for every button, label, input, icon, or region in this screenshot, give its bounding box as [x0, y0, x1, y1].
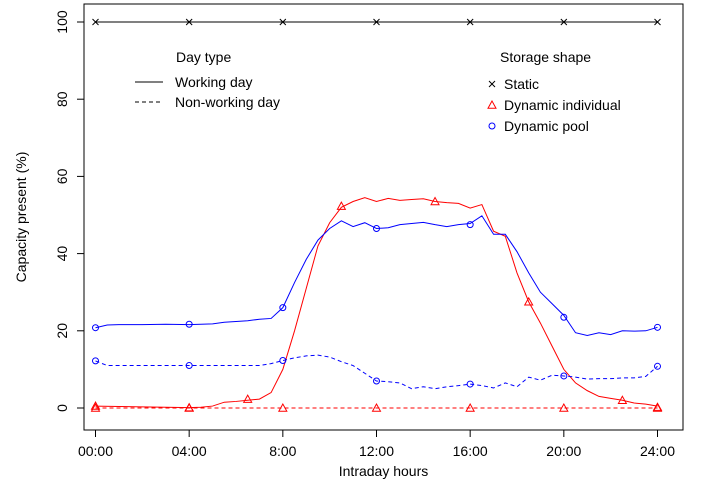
data-point: [184, 402, 195, 412]
data-point: [92, 18, 99, 26]
legend-cross-icon: [488, 80, 496, 88]
legend-label-storage-shape: Dynamic individual: [504, 97, 621, 113]
x-tick-label: 24:00: [640, 443, 675, 459]
y-tick-label: 20: [54, 323, 70, 339]
data-point: [92, 357, 99, 365]
data-point: [185, 320, 193, 328]
data-point: [242, 394, 253, 403]
series-line: [95, 215, 658, 336]
legend-label-day-type: Working day: [175, 74, 253, 90]
data-point: [279, 357, 287, 365]
data-point: [560, 18, 568, 26]
data-point: [279, 304, 287, 312]
x-tick-label: 04:00: [172, 443, 207, 459]
legend-label-storage-shape: Dynamic pool: [504, 118, 589, 134]
data-point: [466, 18, 474, 26]
data-point: [523, 296, 534, 306]
data-point: [373, 225, 380, 233]
data-point-stroke: [185, 18, 193, 26]
data-point: [466, 380, 474, 388]
data-point: [373, 377, 380, 385]
data-point: [336, 201, 347, 210]
data-point: [558, 402, 569, 412]
legend-title-day-type: Day type: [176, 49, 231, 65]
x-tick-label: 20:00: [546, 443, 581, 459]
x-tick-label: 00:00: [78, 443, 113, 459]
y-tick-label: 60: [54, 168, 70, 184]
data-point-stroke: [279, 18, 287, 26]
data-point: [654, 18, 661, 26]
y-tick-label: 80: [54, 91, 70, 107]
data-point-stroke: [92, 18, 99, 26]
y-tick-label: 40: [54, 246, 70, 262]
data-point: [617, 395, 628, 404]
data-point: [465, 402, 476, 412]
data-point: [90, 401, 101, 410]
data-point: [371, 402, 382, 412]
x-tick-label: 12:00: [359, 443, 394, 459]
x-tick-label: 16:00: [453, 443, 488, 459]
data-point-stroke: [560, 18, 568, 26]
data-point: [373, 18, 380, 26]
y-tick-label: 100: [54, 10, 70, 34]
y-axis-title: Capacity present (%): [13, 152, 29, 283]
data-point: [92, 324, 99, 332]
legend-label-storage-shape: Static: [504, 76, 539, 92]
legend-triangle-icon: [487, 99, 497, 109]
legend-title-storage-shape: Storage shape: [500, 49, 591, 65]
data-point: [90, 402, 101, 412]
data-point-stroke: [466, 18, 474, 26]
data-point-stroke: [373, 18, 380, 26]
series-line: [95, 354, 658, 390]
data-point: [185, 18, 193, 26]
data-point: [654, 323, 661, 331]
x-axis-title: Intraday hours: [339, 463, 429, 479]
data-point: [185, 362, 193, 370]
data-point: [560, 313, 568, 321]
data-point: [560, 372, 568, 380]
x-tick-label: 8:00: [269, 443, 296, 459]
data-point: [277, 402, 288, 412]
data-point: [279, 18, 287, 26]
data-point-stroke: [654, 18, 661, 26]
data-point: [466, 221, 474, 229]
plot-frame: [83, 3, 684, 431]
series-line: [95, 197, 658, 409]
data-point: [654, 362, 661, 370]
legend-label-day-type: Non-working day: [175, 94, 280, 110]
y-tick-label: 0: [54, 404, 70, 412]
data-point: [652, 402, 663, 412]
legend-circle-icon: [488, 122, 496, 130]
data-point: [430, 196, 440, 206]
